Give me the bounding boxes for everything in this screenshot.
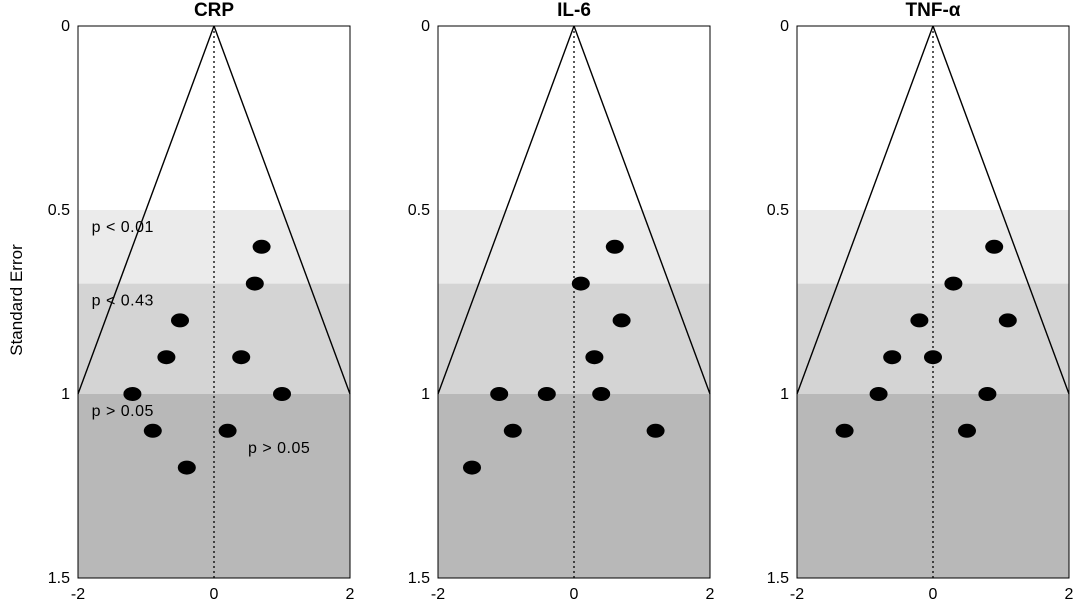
data-point	[835, 423, 854, 438]
panel-title: IL-6	[557, 0, 591, 21]
y-tick-label: 1	[61, 386, 70, 403]
band-annotation: p > 0.05	[92, 403, 154, 420]
y-axis-label: Standard Error	[7, 244, 26, 356]
data-point	[924, 350, 942, 365]
data-point	[883, 350, 902, 365]
data-point	[273, 387, 291, 401]
panel-title: TNF-α	[906, 0, 961, 21]
data-point	[571, 276, 590, 291]
data-point	[592, 387, 611, 401]
data-point	[537, 387, 556, 401]
data-point	[157, 350, 176, 365]
data-point	[171, 313, 189, 328]
funnel-right-line	[932, 25, 1070, 395]
x-tick-label: -2	[71, 586, 85, 603]
y-tick-label: 0.5	[767, 202, 789, 219]
x-tick-label: 0	[929, 586, 938, 603]
data-point	[869, 387, 888, 401]
x-tick-label: 2	[706, 586, 715, 603]
funnel-right-line	[573, 25, 711, 395]
data-point	[463, 460, 481, 475]
y-tick-label: 0	[61, 18, 70, 35]
x-tick-label: 0	[210, 586, 219, 603]
x-tick-label: 0	[570, 586, 579, 603]
y-tick-label: 1	[780, 386, 789, 403]
data-point	[123, 387, 142, 401]
band-annotation: p < 0.01	[92, 219, 154, 236]
y-tick-label: 1	[421, 386, 430, 403]
data-point	[998, 313, 1017, 328]
data-point	[177, 460, 196, 475]
data-point	[252, 239, 271, 254]
y-tick-label: 0	[780, 18, 789, 35]
data-point	[585, 350, 604, 365]
y-tick-label: 0	[421, 18, 430, 35]
data-point	[503, 423, 522, 438]
y-tick-label: 1.5	[408, 570, 430, 587]
data-point	[245, 276, 264, 291]
data-point	[958, 423, 976, 438]
data-point	[978, 387, 997, 401]
data-point	[605, 239, 624, 254]
data-point	[646, 423, 665, 438]
x-tick-label: 2	[346, 586, 355, 603]
data-point	[612, 313, 631, 328]
funnel-left-line	[796, 25, 934, 395]
funnel-left-line	[437, 25, 575, 395]
x-tick-label: -2	[431, 586, 445, 603]
panel-0: p < 0.01 p < 0.43 p > 0.05 p > 0.05 CRP -2 0 2 0…	[48, 0, 355, 603]
data-point	[218, 423, 237, 438]
funnel-left-line	[77, 25, 215, 395]
panels: p < 0.01 p < 0.43 p > 0.05 p > 0.05 CRP -2 0 2 0…	[48, 0, 1074, 603]
x-tick-label: -2	[790, 586, 804, 603]
panel-1: IL-6 -2 0 2 0 0.5 1 1.5	[408, 0, 715, 603]
y-tick-label: 1.5	[48, 570, 70, 587]
y-tick-label: 1.5	[767, 570, 789, 587]
x-tick-label: 2	[1065, 586, 1074, 603]
data-point	[944, 276, 963, 291]
data-point	[490, 387, 509, 401]
data-point	[985, 239, 1004, 254]
y-tick-label: 0.5	[408, 202, 430, 219]
y-tick-label: 0.5	[48, 202, 70, 219]
band-annotation: p < 0.43	[92, 293, 154, 310]
panel-2: TNF-α -2 0 2 0 0.5 1 1.5	[767, 0, 1074, 603]
band-annotation: p > 0.05	[248, 440, 310, 457]
funnel-right-line	[213, 25, 351, 395]
data-point	[143, 423, 162, 438]
panel-title: CRP	[194, 0, 234, 21]
data-point	[910, 313, 929, 328]
data-point	[232, 350, 251, 365]
